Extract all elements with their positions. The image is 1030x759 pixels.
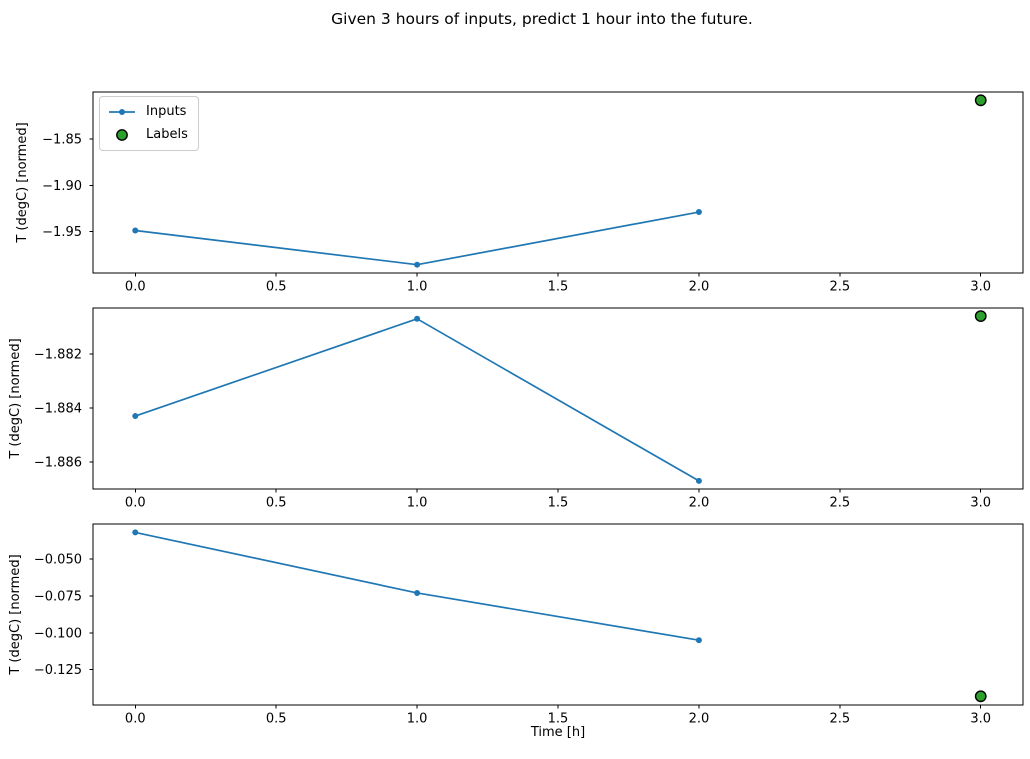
input-point — [695, 477, 702, 484]
x-tick-label: 2.5 — [829, 496, 850, 511]
figure-title: Given 3 hours of inputs, predict 1 hour … — [331, 10, 753, 28]
x-tick-label: 1.0 — [407, 712, 428, 727]
input-point — [132, 529, 139, 536]
y-tick-label: −1.884 — [34, 401, 82, 416]
label-point — [974, 310, 987, 323]
x-tick-label: 2.5 — [829, 280, 850, 295]
x-tick-label: 0.5 — [266, 712, 287, 727]
y-tick-label: −1.95 — [42, 225, 82, 240]
input-point — [132, 227, 139, 234]
inputs-line — [134, 317, 700, 482]
x-tick-label: 2.0 — [689, 496, 710, 511]
legend-item-labels: Labels — [107, 125, 188, 145]
y-tick-label: −1.85 — [42, 133, 82, 148]
inputs-line — [135, 211, 700, 266]
x-tick-label: 0.0 — [125, 280, 146, 295]
legend-label-inputs: Inputs — [146, 104, 187, 119]
x-axis-label: Time [h] — [530, 725, 586, 740]
x-axis-ticks: 0.0 0.5 1.0 1.5 2.0 2.5 3.0 — [125, 273, 991, 295]
y-tick-label: −0.075 — [34, 589, 82, 604]
subplot-2: 0.0 0.5 1.0 1.5 2.0 2.5 3.0 −1.882 −1.884 −1.886 T… — [8, 307, 1024, 511]
x-tick-label: 3.0 — [970, 712, 991, 727]
x-tick-label: 0.0 — [125, 496, 146, 511]
x-tick-label: 0.5 — [266, 496, 287, 511]
y-axis-label: T (degC) [normed] — [8, 554, 23, 675]
y-axis-label: T (degC) [normed] — [15, 122, 30, 243]
axes-box — [92, 307, 1024, 490]
x-tick-label: 1.5 — [548, 496, 569, 511]
y-axis-ticks: −0.050 −0.075 −0.100 −0.125 — [34, 552, 93, 678]
x-tick-label: 1.0 — [407, 280, 428, 295]
subplot-3: 0.0 0.5 1.0 1.5 2.0 2.5 3.0−0.050−0.075−0.100−… — [8, 523, 1024, 727]
y-axis-ticks: −1.85 −1.90 −1.95 — [42, 133, 93, 240]
y-axis-label: T (degC) [normed] — [8, 338, 23, 459]
x-tick-label: 1.0 — [407, 496, 428, 511]
axes-box — [92, 523, 1024, 706]
axes-box — [92, 91, 1024, 274]
input-point — [414, 315, 421, 322]
y-tick-label: −0.125 — [34, 663, 82, 678]
label-point — [974, 690, 987, 703]
y-tick-label: −1.90 — [42, 179, 82, 194]
x-tick-label: 1.5 — [548, 280, 569, 295]
x-tick-label: 2.0 — [689, 712, 710, 727]
inputs-line — [135, 531, 700, 642]
x-axis-ticks: 0.0 0.5 1.0 1.5 2.0 2.5 3.0 — [125, 705, 991, 727]
legend: Inputs Labels — [99, 96, 199, 151]
input-point — [695, 637, 702, 644]
y-tick-label: −1.886 — [34, 455, 82, 470]
x-tick-label: 0.5 — [266, 280, 287, 295]
y-tick-label: −0.050 — [34, 552, 82, 567]
subplot-1: 0.0 0.5 1.0 1.5 2.0 2.5 3.0 −1.85 −1.90 −1.95 T (d… — [15, 91, 1024, 295]
input-point — [132, 413, 139, 420]
x-tick-label: 2.5 — [829, 712, 850, 727]
label-point — [974, 94, 987, 107]
y-tick-label: −0.100 — [34, 626, 82, 641]
input-point — [414, 589, 421, 596]
y-tick-label: −1.882 — [34, 347, 82, 362]
y-axis-ticks: −1.882 −1.884 −1.886 — [34, 347, 93, 470]
x-tick-label: 0.0 — [125, 712, 146, 727]
legend-label-labels: Labels — [146, 127, 188, 142]
x-tick-label: 3.0 — [970, 280, 991, 295]
labels-circle-icon — [116, 129, 128, 141]
input-point — [414, 261, 421, 268]
x-tick-label: 2.0 — [689, 280, 710, 295]
input-point — [695, 209, 702, 216]
legend-item-inputs: Inputs — [107, 102, 188, 122]
inputs-line-marker-icon — [109, 109, 135, 115]
x-axis-ticks: 0.0 0.5 1.0 1.5 2.0 2.5 3.0 — [125, 489, 991, 511]
x-tick-label: 3.0 — [970, 496, 991, 511]
x-tick-label: 1.5 — [548, 712, 569, 727]
